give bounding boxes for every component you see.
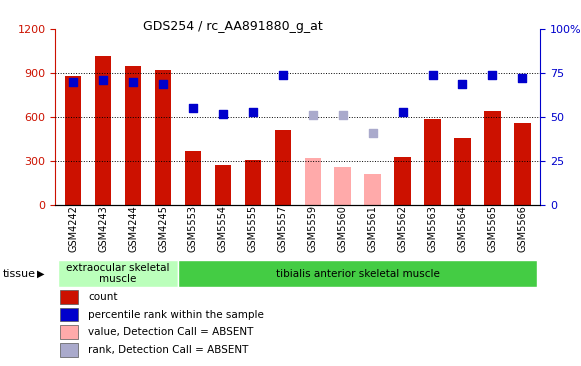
Bar <box>484 111 501 205</box>
Bar <box>58 260 178 287</box>
Text: tissue: tissue <box>3 269 36 279</box>
Bar <box>245 160 261 205</box>
Point <box>338 112 347 118</box>
Bar <box>60 307 78 321</box>
Bar <box>178 260 537 287</box>
Point <box>69 79 78 85</box>
Point <box>398 109 407 115</box>
Bar <box>60 343 78 357</box>
Text: value, Detection Call = ABSENT: value, Detection Call = ABSENT <box>88 327 254 337</box>
Bar <box>304 158 321 205</box>
Text: GSM5561: GSM5561 <box>368 205 378 252</box>
Point <box>218 111 228 116</box>
Bar <box>275 130 291 205</box>
Text: tibialis anterior skeletal muscle: tibialis anterior skeletal muscle <box>276 269 440 279</box>
Point <box>428 72 437 78</box>
Text: extraocular skeletal
muscle: extraocular skeletal muscle <box>66 263 170 284</box>
Text: GSM5566: GSM5566 <box>517 205 528 252</box>
Bar <box>424 119 441 205</box>
Text: GSM5565: GSM5565 <box>487 205 497 252</box>
Text: GSM5563: GSM5563 <box>428 205 437 252</box>
Text: rank, Detection Call = ABSENT: rank, Detection Call = ABSENT <box>88 345 249 355</box>
Point <box>518 75 527 81</box>
Point <box>188 105 198 111</box>
Text: GSM5562: GSM5562 <box>397 205 408 252</box>
Point <box>248 109 257 115</box>
Bar <box>65 76 81 205</box>
Bar <box>335 167 351 205</box>
Text: GDS254 / rc_AA891880_g_at: GDS254 / rc_AA891880_g_at <box>142 20 322 33</box>
Point <box>128 79 138 85</box>
Point <box>458 81 467 87</box>
Point <box>488 72 497 78</box>
Bar <box>60 290 78 304</box>
Text: GSM4244: GSM4244 <box>128 205 138 252</box>
Bar <box>364 174 381 205</box>
Text: GSM4245: GSM4245 <box>158 205 168 252</box>
Text: percentile rank within the sample: percentile rank within the sample <box>88 310 264 320</box>
Bar <box>155 70 171 205</box>
Text: GSM5557: GSM5557 <box>278 205 288 252</box>
Text: GSM4243: GSM4243 <box>98 205 108 252</box>
Text: GSM5554: GSM5554 <box>218 205 228 252</box>
Text: GSM5553: GSM5553 <box>188 205 198 252</box>
Bar <box>394 157 411 205</box>
Bar <box>454 138 471 205</box>
Text: GSM4242: GSM4242 <box>68 205 78 252</box>
Text: GSM5559: GSM5559 <box>308 205 318 252</box>
Bar <box>214 165 231 205</box>
Bar <box>185 151 201 205</box>
Point <box>98 77 107 83</box>
Point <box>308 112 317 118</box>
Text: GSM5555: GSM5555 <box>248 205 258 252</box>
Text: count: count <box>88 292 118 302</box>
Bar <box>514 123 530 205</box>
Text: GSM5564: GSM5564 <box>457 205 468 252</box>
Point <box>368 130 377 136</box>
Bar <box>95 56 112 205</box>
Bar <box>60 325 78 339</box>
Text: ▶: ▶ <box>37 269 44 279</box>
Bar <box>125 66 141 205</box>
Point <box>278 72 288 78</box>
Text: GSM5560: GSM5560 <box>338 205 347 252</box>
Point <box>159 81 168 87</box>
